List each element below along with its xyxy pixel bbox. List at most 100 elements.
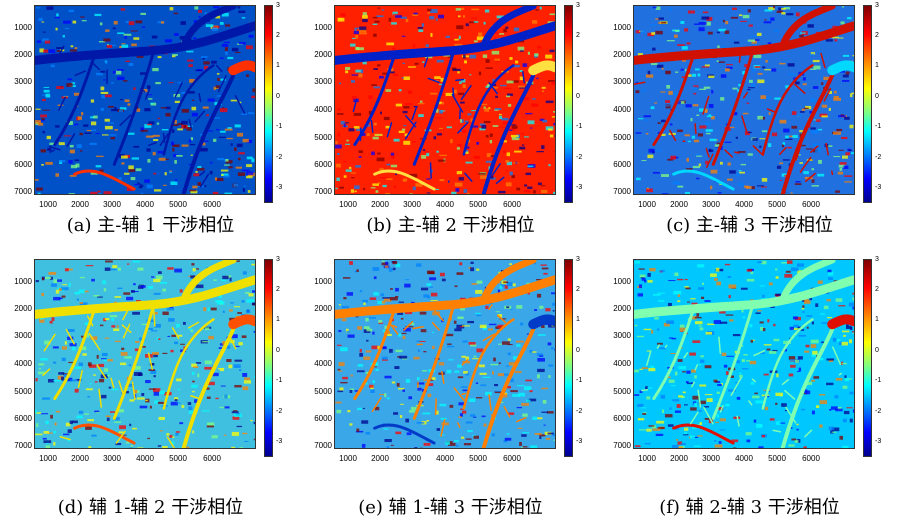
fringe-speckle	[402, 62, 406, 64]
y-tick-label: 2000	[314, 304, 332, 313]
fringe-speckle	[222, 107, 225, 110]
fringe-speckle	[174, 100, 180, 104]
fringe-speckle	[542, 90, 545, 93]
fringe-speckle	[469, 54, 477, 59]
fringe-speckle	[103, 191, 112, 194]
fringe-speckle	[840, 151, 846, 153]
river-channel	[528, 60, 555, 76]
x-tick-label: 3000	[403, 454, 421, 463]
fringe-speckle	[145, 94, 153, 96]
fringe-speckle	[485, 391, 492, 396]
x-tick-label: 5000	[768, 454, 786, 463]
fringe-speckle	[684, 427, 689, 431]
fringe-speckle	[481, 124, 487, 129]
fringe-speckle	[753, 54, 762, 59]
fringe-speckle	[191, 112, 198, 117]
river-channel	[174, 81, 183, 98]
fringe-speckle	[335, 144, 342, 149]
river-channel	[162, 132, 166, 144]
fringe-speckle	[43, 440, 52, 444]
y-tick-label: 5000	[314, 133, 332, 142]
fringe-speckle	[794, 316, 801, 321]
fringe-speckle	[187, 91, 195, 94]
fringe-speckle	[373, 86, 380, 89]
fringe-speckle	[221, 43, 229, 47]
y-tick-label: 7000	[314, 187, 332, 196]
fringe-speckle	[225, 51, 228, 56]
fringe-speckle	[382, 297, 391, 299]
fringe-speckle	[456, 272, 464, 275]
fringe-speckle	[230, 99, 238, 102]
fringe-speckle	[832, 337, 837, 342]
fringe-speckle	[110, 268, 117, 271]
fringe-speckle	[174, 397, 179, 400]
colorbar	[264, 5, 273, 203]
river-channel	[780, 73, 835, 194]
fringe-speckle	[837, 37, 844, 39]
fringe-speckle	[716, 31, 720, 34]
fringe-speckle	[760, 326, 764, 331]
fringe-speckle	[747, 9, 751, 13]
fringe-speckle	[817, 173, 825, 177]
fringe-speckle	[177, 123, 184, 126]
fringe-speckle	[536, 293, 542, 298]
fringe-speckle	[488, 328, 493, 331]
fringe-speckle	[732, 7, 737, 10]
fringe-speckle	[464, 151, 469, 154]
fringe-speckle	[668, 280, 676, 282]
river-channel	[711, 303, 755, 420]
fringe-speckle	[796, 428, 799, 431]
river-channel	[522, 70, 525, 84]
fringe-speckle	[107, 359, 113, 362]
y-tick-label: 2000	[14, 50, 32, 59]
fringe-speckle	[542, 119, 548, 123]
fringe-speckle	[471, 8, 480, 11]
y-tick-label: 3000	[314, 77, 332, 86]
river-channel	[672, 169, 735, 191]
fringe-speckle	[677, 278, 684, 281]
fringe-speckle	[707, 323, 715, 326]
fringe-speckle	[705, 331, 712, 335]
fringe-speckle	[689, 352, 696, 356]
fringe-speckle	[45, 276, 52, 280]
fringe-speckle	[340, 347, 348, 352]
fringe-speckle	[118, 431, 124, 434]
fringe-speckle	[213, 279, 217, 281]
fringe-speckle	[495, 95, 499, 98]
fringe-speckle	[527, 165, 534, 168]
fringe-speckle	[191, 371, 195, 375]
fringe-speckle	[164, 172, 167, 176]
fringe-speckle	[646, 350, 652, 352]
fringe-speckle	[350, 43, 356, 47]
fringe-speckle	[647, 387, 653, 389]
fringe-speckle	[50, 64, 55, 68]
fringe-speckle	[70, 379, 77, 382]
fringe-speckle	[121, 347, 125, 350]
fringe-speckle	[643, 328, 652, 331]
fringe-speckle	[802, 305, 805, 308]
panel-caption: (e) 辅 1-辅 3 干涉相位	[358, 497, 543, 518]
fringe-speckle	[366, 328, 373, 332]
fringe-speckle	[99, 378, 105, 383]
fringe-speckle	[478, 172, 486, 175]
fringe-speckle	[385, 89, 392, 92]
fringe-speckle	[821, 82, 824, 85]
river-channel	[804, 172, 816, 183]
fringe-speckle	[196, 268, 199, 270]
fringe-speckle	[215, 85, 220, 89]
fringe-speckle	[192, 380, 195, 383]
fringe-speckle	[756, 423, 763, 428]
river-channel	[180, 260, 237, 304]
panel-caption: (f) 辅 2-辅 3 干涉相位	[659, 497, 840, 518]
fringe-speckle	[61, 295, 66, 298]
fringe-speckle	[136, 397, 145, 400]
fringe-speckle	[95, 155, 104, 157]
fringe-speckle	[388, 17, 392, 22]
fringe-speckle	[538, 354, 544, 357]
fringe-speckle	[694, 403, 698, 408]
fringe-speckle	[729, 170, 736, 174]
fringe-speckle	[56, 47, 64, 50]
fringe-speckle	[715, 267, 720, 272]
river-channel	[147, 141, 157, 147]
fringe-speckle	[694, 23, 699, 25]
